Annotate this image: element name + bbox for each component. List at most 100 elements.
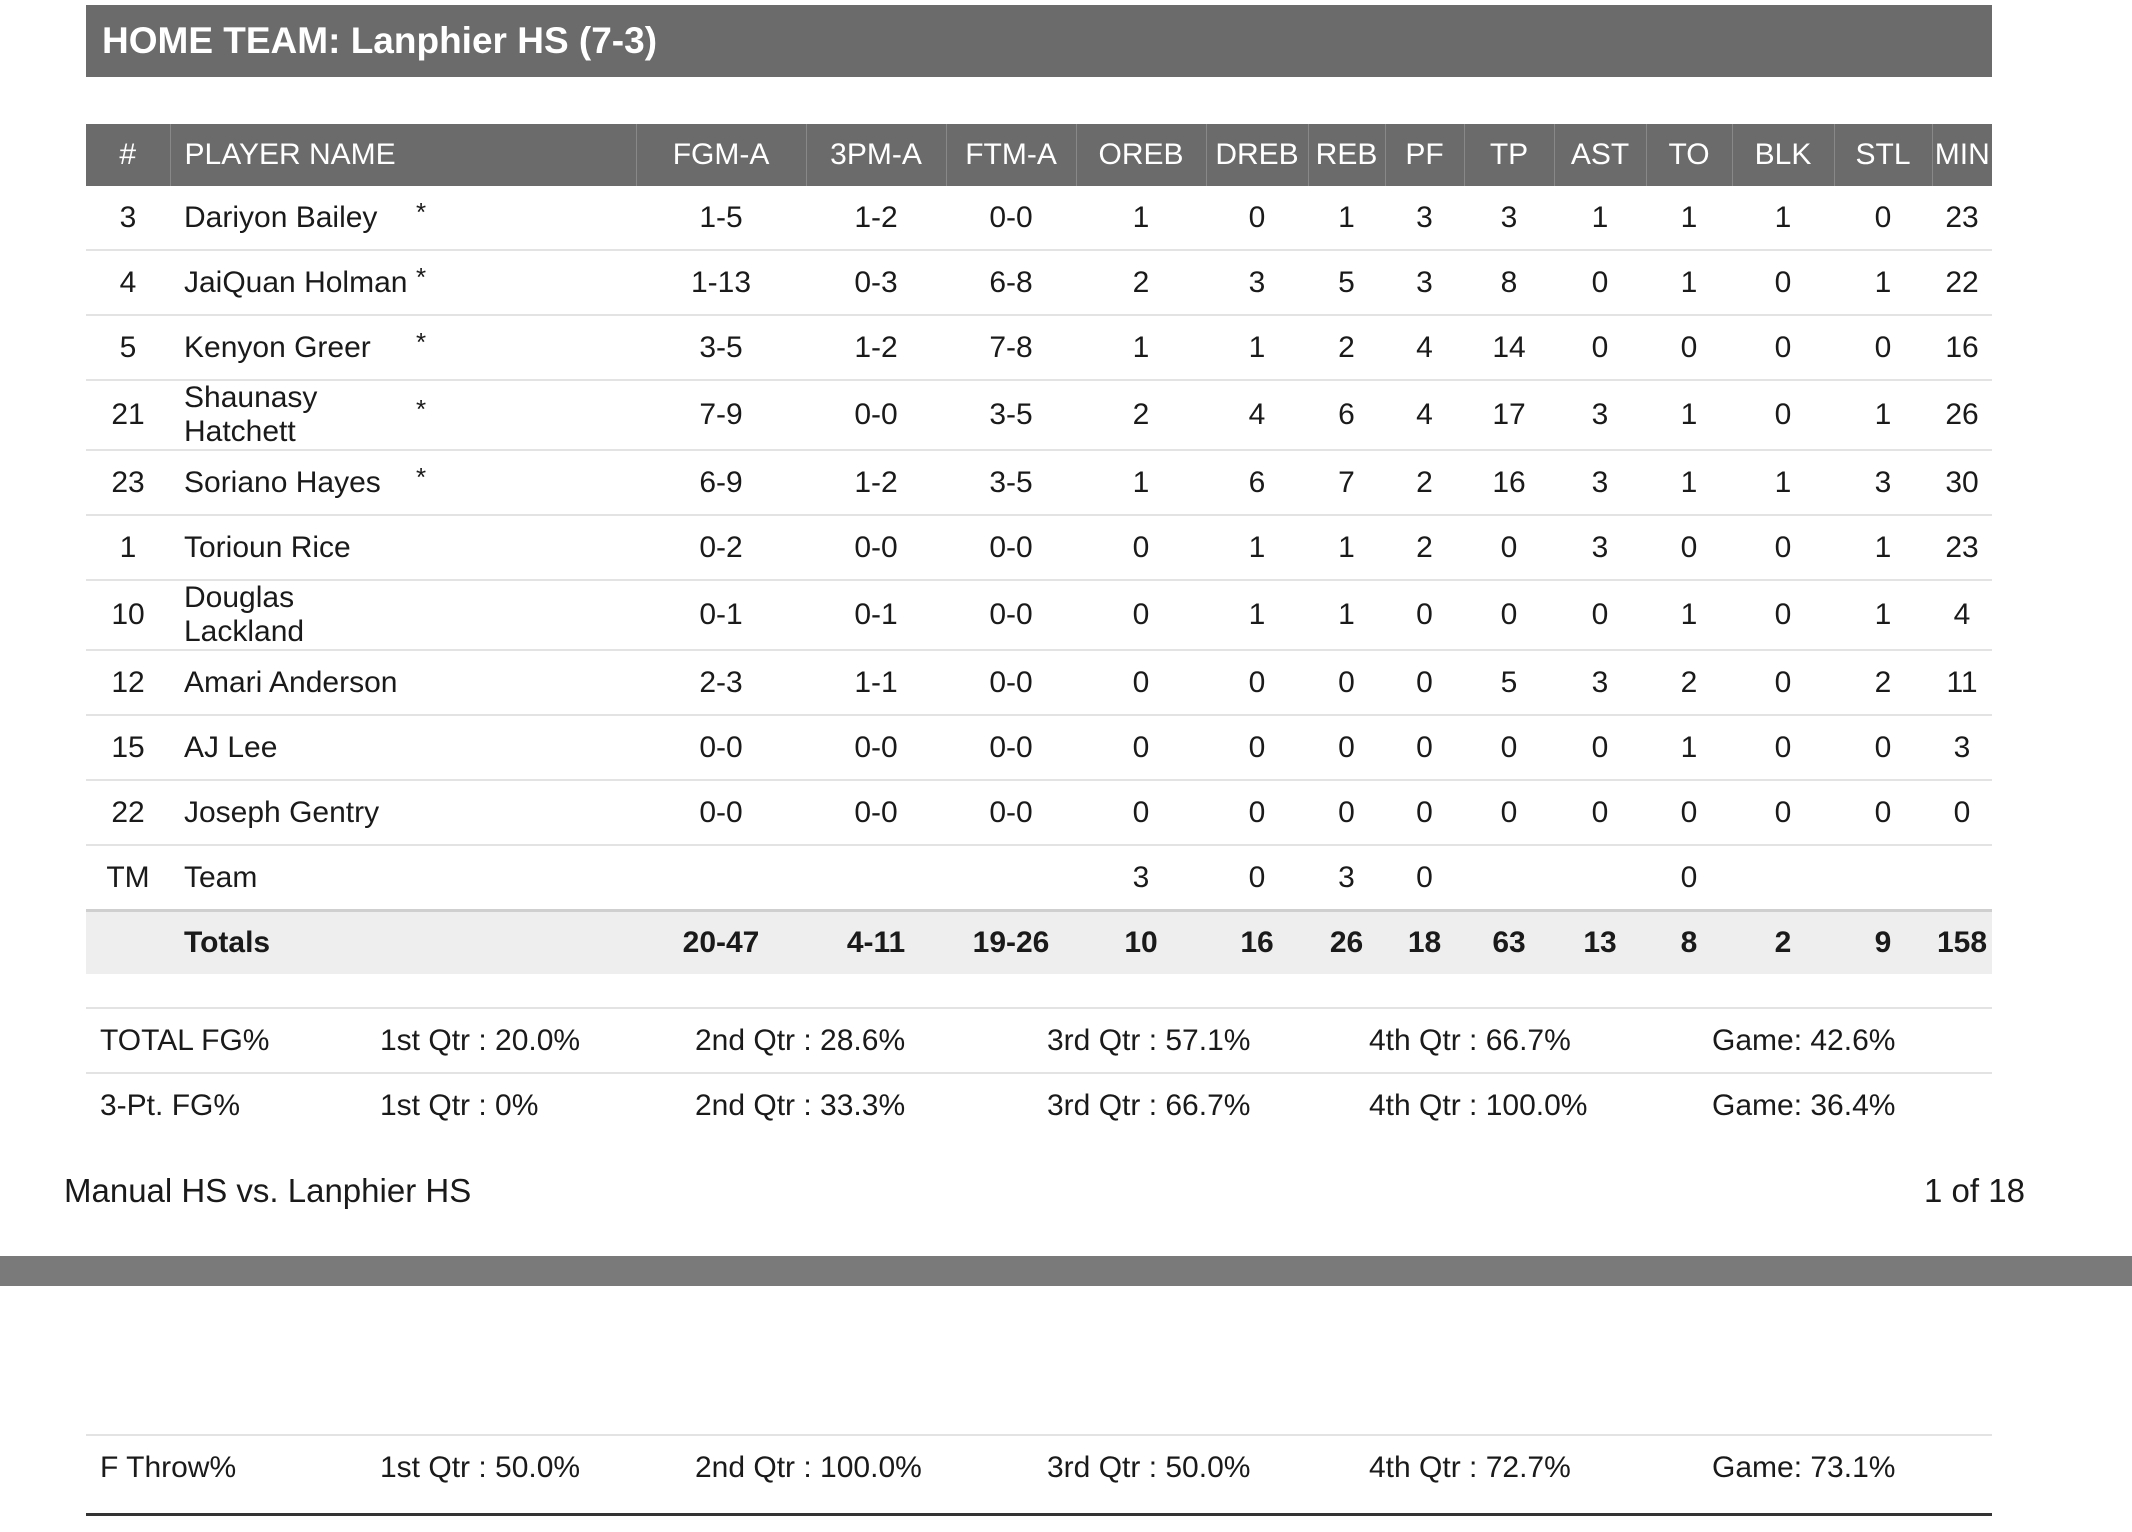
cell-number: 22 [86,780,170,846]
bottom-rule [86,1513,1992,1516]
cell-number: 4 [86,250,170,316]
cell-to: 1 [1646,580,1733,651]
cell-fgm-a: 6-9 [636,450,807,516]
player-row: 4 JaiQuan Holman * 1-13 0-3 6-8 2 3 5 3 8 0 1 0 1 22 [86,250,1993,316]
cell-ftm-a: 7-8 [946,315,1077,381]
three-label: 3-Pt. FG% [100,1089,241,1122]
cell-3pm-a: 0-0 [806,715,947,781]
cell-reb: 26 [1308,910,1386,974]
cell-reb: 1 [1308,186,1386,251]
cell-tp: 17 [1464,380,1555,451]
three-game: Game: 36.4% [1712,1089,1896,1122]
cell-stl: 1 [1834,380,1933,451]
cell-oreb: 0 [1076,715,1207,781]
cell-to: 1 [1646,715,1733,781]
cell-min: 22 [1932,250,1993,316]
cell-reb: 0 [1308,780,1386,846]
three-pt-percentage-row: 3-Pt. FG% 1st Qtr : 0% 2nd Qtr : 33.3% 3… [86,1072,1992,1135]
cell-ftm-a: 3-5 [946,450,1077,516]
team-header: HOME TEAM: Lanphier HS (7-3) [86,5,1992,77]
cell-ast: 3 [1554,650,1647,716]
cell-3pm-a: 0-0 [806,780,947,846]
cell-tp: 0 [1464,580,1555,651]
cell-min: 23 [1932,186,1993,251]
cell-to: 0 [1646,780,1733,846]
cell-min: 4 [1932,580,1993,651]
cell-stl: 1 [1834,515,1933,581]
cell-reb: 3 [1308,845,1386,912]
cell-pf: 0 [1385,845,1465,912]
cell-ftm-a: 19-26 [946,910,1077,974]
cell-3pm-a: 1-2 [806,315,947,381]
cell-min: 158 [1932,910,1993,974]
col-fgm-a-header: FGM-A [635,124,807,186]
team-row: TM Team 3 0 3 0 0 [86,845,1993,912]
cell-player-name: Dariyon Bailey [170,186,416,251]
cell-ftm-a: 3-5 [946,380,1077,451]
cell-3pm-a: 0-0 [806,380,947,451]
cell-player-name: Joseph Gentry [170,780,416,846]
cell-reb: 1 [1308,580,1386,651]
cell-ast [1554,845,1647,912]
col-reb-header: REB [1307,124,1386,186]
cell-dreb: 0 [1206,715,1309,781]
col-stl-header: STL [1833,124,1933,186]
cell-to: 1 [1646,380,1733,451]
cell-dreb: 0 [1206,650,1309,716]
cell-tp: 3 [1464,186,1555,251]
cell-tp: 0 [1464,515,1555,581]
cell-number: 21 [86,380,170,451]
cell-oreb: 1 [1076,315,1207,381]
cell-fgm-a: 0-2 [636,515,807,581]
cell-starter-mark [416,845,637,912]
cell-tp: 0 [1464,715,1555,781]
cell-to: 0 [1646,845,1733,912]
cell-blk: 1 [1732,450,1835,516]
starter-asterisk: * [416,326,427,357]
cell-starter-mark: * [416,380,637,451]
player-row: 15 AJ Lee 0-0 0-0 0-0 0 0 0 0 0 0 1 0 0 3 [86,715,1993,781]
cell-ftm-a: 0-0 [946,715,1077,781]
col-player-name-header: PLAYER NAME [169,124,637,186]
cell-starter-mark [416,910,637,974]
cell-ast: 3 [1554,450,1647,516]
cell-stl: 0 [1834,315,1933,381]
cell-starter-mark [416,715,637,781]
cell-stl: 2 [1834,650,1933,716]
cell-player-name: Shaunasy Hatchett [170,380,416,451]
cell-to: 8 [1646,910,1733,974]
col-ast-header: AST [1553,124,1647,186]
cell-reb: 6 [1308,380,1386,451]
totals-row: Totals 20-47 4-11 19-26 10 16 26 18 63 13 8 2 9 158 [86,910,1993,974]
player-row: 10 Douglas Lackland 0-1 0-1 0-0 0 1 1 0 0 0 1 0 1 4 [86,580,1993,651]
cell-min: 30 [1932,450,1993,516]
cell-oreb: 1 [1076,450,1207,516]
cell-number: TM [86,845,170,912]
cell-blk: 0 [1732,250,1835,316]
cell-blk: 0 [1732,315,1835,381]
cell-3pm-a [806,845,947,912]
cell-3pm-a: 1-2 [806,186,947,251]
cell-starter-mark [416,580,637,651]
cell-starter-mark [416,515,637,581]
cell-player-name: Totals [170,910,416,974]
cell-pf: 3 [1385,250,1465,316]
cell-tp: 0 [1464,780,1555,846]
cell-pf: 3 [1385,186,1465,251]
cell-pf: 0 [1385,580,1465,651]
fg-q4: 4th Qtr : 66.7% [1369,1024,1571,1057]
cell-min [1932,845,1993,912]
cell-starter-mark [416,780,637,846]
page-break-divider [0,1256,2132,1286]
cell-to: 0 [1646,515,1733,581]
cell-stl: 0 [1834,715,1933,781]
cell-player-name: Team [170,845,416,912]
cell-3pm-a: 1-2 [806,450,947,516]
col-pf-header: PF [1384,124,1465,186]
fg-q2: 2nd Qtr : 28.6% [695,1024,906,1057]
cell-player-name: JaiQuan Holman [170,250,416,316]
cell-oreb: 3 [1076,845,1207,912]
ft-q4: 4th Qtr : 72.7% [1369,1451,1571,1484]
cell-reb: 5 [1308,250,1386,316]
cell-ftm-a: 0-0 [946,580,1077,651]
